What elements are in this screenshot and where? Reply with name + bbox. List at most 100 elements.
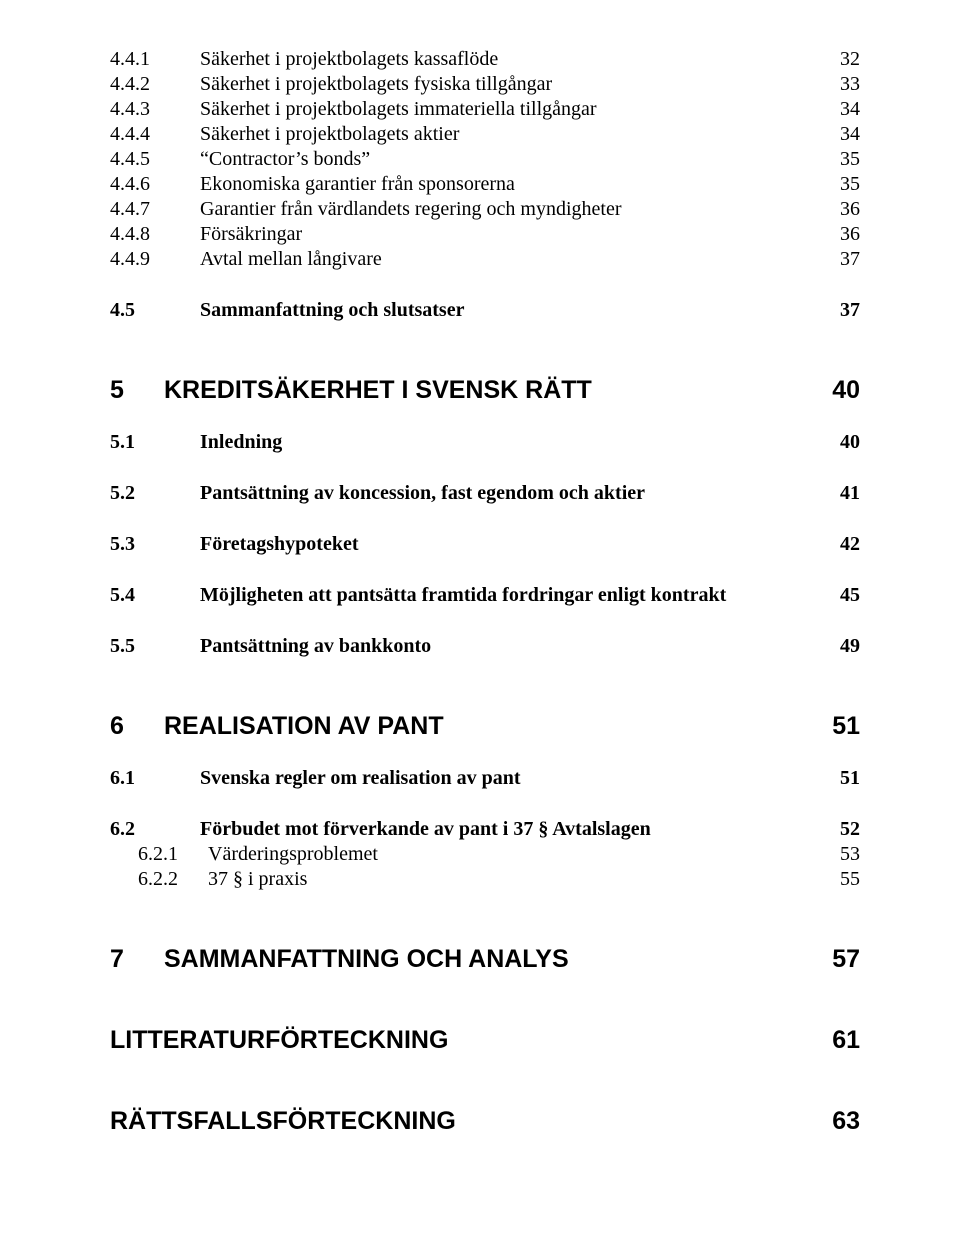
toc-entry-number: 6.2.1 xyxy=(138,843,208,866)
toc-entry: 5.3Företagshypoteket42 xyxy=(110,533,860,556)
spacer xyxy=(110,405,860,431)
toc-entry-number: 5.2 xyxy=(110,482,200,505)
toc-entry-page: 52 xyxy=(810,818,860,841)
toc-entry: 4.4.8Försäkringar36 xyxy=(110,223,860,246)
toc-entry-number: 4.4.3 xyxy=(110,98,200,121)
toc-entry: LITTERATURFÖRTECKNING61 xyxy=(110,1026,860,1055)
toc-entry-title: SAMMANFATTNING OCH ANALYS xyxy=(164,945,810,974)
toc-entry-title: Säkerhet i projektbolagets kassaflöde xyxy=(200,48,810,71)
toc-entry: 6.1Svenska regler om realisation av pant… xyxy=(110,767,860,790)
toc-entry-title: LITTERATURFÖRTECKNING xyxy=(110,1026,810,1055)
toc-entry-title: RÄTTSFALLSFÖRTECKNING xyxy=(110,1107,810,1136)
toc-entry-title: Pantsättning av bankkonto xyxy=(200,635,810,658)
toc-entry-title: Pantsättning av koncession, fast egendom… xyxy=(200,482,810,505)
toc-entry-page: 40 xyxy=(810,431,860,454)
toc-entry-title: Sammanfattning och slutsatser xyxy=(200,299,810,322)
spacer xyxy=(110,660,860,712)
spacer xyxy=(110,558,860,584)
toc-entry-page: 57 xyxy=(810,945,860,974)
toc-entry-title: Försäkringar xyxy=(200,223,810,246)
toc-entry-title: KREDITSÄKERHET I SVENSK RÄTT xyxy=(164,376,810,405)
toc-entry-title: Inledning xyxy=(200,431,810,454)
toc-entry: 5.1Inledning40 xyxy=(110,431,860,454)
toc-entry-number: 4.4.1 xyxy=(110,48,200,71)
toc-entry-number: 5.1 xyxy=(110,431,200,454)
toc-entry-page: 45 xyxy=(810,584,860,607)
toc-entry-number: 4.4.6 xyxy=(110,173,200,196)
toc-entry-title: Förbudet mot förverkande av pant i 37 § … xyxy=(200,818,810,841)
toc-entry-title: Värderingsproblemet xyxy=(208,843,810,866)
toc-entry-page: 37 xyxy=(810,248,860,271)
toc-entry-title: Företagshypoteket xyxy=(200,533,810,556)
toc-entry-title: Säkerhet i projektbolagets aktier xyxy=(200,123,810,146)
toc-entry-number: 4.4.5 xyxy=(110,148,200,171)
toc-entry-page: 51 xyxy=(810,712,860,741)
toc-entry-title: “Contractor’s bonds” xyxy=(200,148,810,171)
toc-entry: 6.2Förbudet mot förverkande av pant i 37… xyxy=(110,818,860,841)
toc-entry: 5KREDITSÄKERHET I SVENSK RÄTT40 xyxy=(110,376,860,405)
toc-entry-page: 37 xyxy=(810,299,860,322)
toc-entry: 5.5Pantsättning av bankkonto49 xyxy=(110,635,860,658)
toc-entry-number: 7 xyxy=(110,945,164,974)
toc-entry: 4.4.2Säkerhet i projektbolagets fysiska … xyxy=(110,73,860,96)
spacer xyxy=(110,609,860,635)
toc-entry-number: 4.4.8 xyxy=(110,223,200,246)
toc-entry-number: 4.4.7 xyxy=(110,198,200,221)
toc-entry-number: 5.4 xyxy=(110,584,200,607)
spacer xyxy=(110,324,860,376)
toc-entry-number: 4.4.2 xyxy=(110,73,200,96)
toc-entry-page: 61 xyxy=(810,1026,860,1055)
toc-entry: 6.2.1Värderingsproblemet53 xyxy=(110,843,860,866)
toc-entry-page: 53 xyxy=(810,843,860,866)
toc-entry: 4.4.7Garantier från värdlandets regering… xyxy=(110,198,860,221)
spacer xyxy=(110,741,860,767)
toc-entry-page: 63 xyxy=(810,1107,860,1136)
toc-entry-page: 41 xyxy=(810,482,860,505)
toc-entry-number: 5.3 xyxy=(110,533,200,556)
toc-entry-page: 33 xyxy=(810,73,860,96)
toc-entry-page: 32 xyxy=(810,48,860,71)
toc-entry-page: 40 xyxy=(810,376,860,405)
spacer xyxy=(110,507,860,533)
toc-entry-title: Svenska regler om realisation av pant xyxy=(200,767,810,790)
toc-entry-page: 55 xyxy=(810,868,860,891)
toc-entry-title: REALISATION AV PANT xyxy=(164,712,810,741)
toc-entry: 5.4Möjligheten att pantsätta framtida fo… xyxy=(110,584,860,607)
toc-entry: 4.4.3Säkerhet i projektbolagets immateri… xyxy=(110,98,860,121)
toc-entry-number: 5 xyxy=(110,376,164,405)
table-of-contents: 4.4.1Säkerhet i projektbolagets kassaflö… xyxy=(110,48,860,1136)
toc-entry-number: 4.4.9 xyxy=(110,248,200,271)
toc-entry-page: 51 xyxy=(810,767,860,790)
toc-entry-page: 35 xyxy=(810,148,860,171)
toc-entry-title: 37 § i praxis xyxy=(208,868,810,891)
toc-entry-number: 6 xyxy=(110,712,164,741)
toc-entry-number: 6.2.2 xyxy=(138,868,208,891)
spacer xyxy=(110,792,860,818)
toc-entry: 4.4.4Säkerhet i projektbolagets aktier34 xyxy=(110,123,860,146)
spacer xyxy=(110,273,860,299)
toc-entry-number: 4.5 xyxy=(110,299,200,322)
toc-entry-title: Garantier från värdlandets regering och … xyxy=(200,198,810,221)
toc-entry-title: Säkerhet i projektbolagets immateriella … xyxy=(200,98,810,121)
spacer xyxy=(110,456,860,482)
toc-entry: 5.2Pantsättning av koncession, fast egen… xyxy=(110,482,860,505)
toc-entry-number: 5.5 xyxy=(110,635,200,658)
toc-entry-page: 34 xyxy=(810,123,860,146)
toc-entry-number: 6.1 xyxy=(110,767,200,790)
toc-entry-page: 35 xyxy=(810,173,860,196)
toc-entry-page: 34 xyxy=(810,98,860,121)
spacer xyxy=(110,974,860,1026)
toc-entry-number: 4.4.4 xyxy=(110,123,200,146)
toc-entry: 4.4.9Avtal mellan långivare37 xyxy=(110,248,860,271)
toc-entry-title: Avtal mellan långivare xyxy=(200,248,810,271)
toc-entry: 6.2.237 § i praxis55 xyxy=(110,868,860,891)
toc-entry-page: 49 xyxy=(810,635,860,658)
toc-entry-page: 42 xyxy=(810,533,860,556)
toc-entry: 4.5Sammanfattning och slutsatser37 xyxy=(110,299,860,322)
spacer xyxy=(110,893,860,945)
toc-entry: 6REALISATION AV PANT51 xyxy=(110,712,860,741)
toc-entry: 4.4.1Säkerhet i projektbolagets kassaflö… xyxy=(110,48,860,71)
toc-entry-title: Ekonomiska garantier från sponsorerna xyxy=(200,173,810,196)
spacer xyxy=(110,1055,860,1107)
toc-entry-number: 6.2 xyxy=(110,818,200,841)
